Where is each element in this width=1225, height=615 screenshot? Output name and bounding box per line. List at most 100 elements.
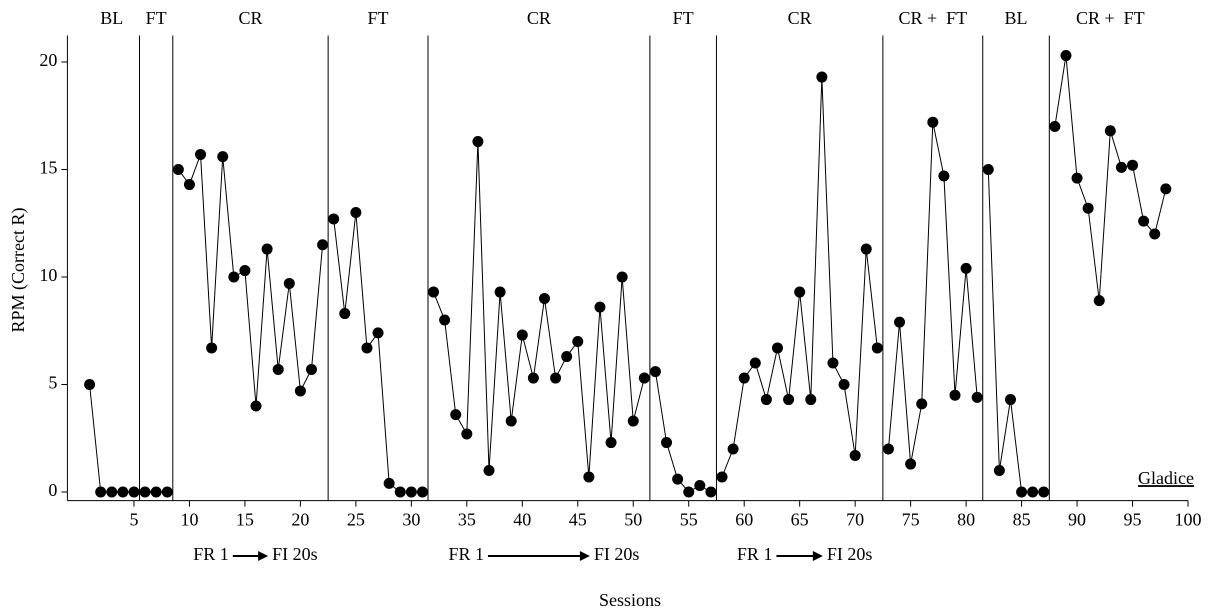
data-point [139, 486, 151, 498]
data-point [328, 213, 340, 225]
data-point [938, 170, 950, 182]
data-point [350, 207, 362, 218]
data-point [871, 342, 883, 354]
phase-note-arrowhead [812, 551, 823, 561]
data-point [982, 164, 994, 175]
data-point [1071, 172, 1083, 184]
x-tick-label: 85 [1013, 510, 1031, 530]
data-point [439, 314, 451, 326]
x-tick-label: 75 [902, 510, 920, 530]
data-point [672, 473, 684, 485]
data-point [428, 286, 440, 298]
data-point [949, 389, 961, 401]
x-tick-label: 20 [291, 510, 309, 530]
data-point [783, 394, 795, 406]
data-point [749, 357, 761, 369]
data-point [694, 480, 706, 492]
x-tick-label: 25 [347, 510, 365, 530]
x-tick-label: 60 [735, 510, 753, 530]
data-point [1016, 486, 1028, 498]
phase-label: CR [238, 8, 262, 28]
data-point [95, 486, 107, 498]
data-point [538, 293, 550, 304]
data-point [1049, 121, 1061, 132]
data-point [638, 372, 650, 384]
data-point [594, 301, 606, 313]
data-point [261, 243, 273, 255]
data-point [283, 277, 295, 289]
data-point [394, 486, 406, 498]
data-line [987, 169, 1044, 493]
y-tick-label: 20 [39, 50, 57, 70]
data-point [794, 286, 806, 298]
data-point [472, 136, 484, 148]
data-line [433, 141, 645, 477]
phase-label: CR + FT [898, 8, 967, 28]
phase-label: CR [527, 8, 551, 28]
phase-note-arrowhead [258, 551, 269, 561]
data-point [849, 449, 861, 461]
data-point [128, 486, 140, 498]
data-point [450, 409, 462, 421]
x-tick-label: 35 [458, 510, 476, 530]
data-point [1160, 183, 1172, 195]
x-tick-label: 70 [846, 510, 864, 530]
data-point [816, 71, 828, 83]
x-tick-label: 80 [957, 510, 975, 530]
data-point [527, 372, 539, 384]
data-point [206, 342, 218, 354]
x-tick-label: 10 [180, 510, 198, 530]
data-point [771, 342, 783, 354]
data-point [927, 116, 939, 128]
data-point [905, 458, 917, 470]
data-point [1104, 125, 1116, 137]
data-point [894, 316, 906, 328]
phase-label: CR + FT [1076, 8, 1145, 28]
data-line [333, 212, 423, 493]
x-tick-label: 45 [569, 510, 587, 530]
data-line [1054, 55, 1167, 301]
data-point [627, 415, 639, 427]
data-point [705, 486, 717, 498]
data-point [1027, 486, 1039, 498]
data-point [716, 471, 728, 483]
y-tick-label: 0 [48, 480, 57, 500]
data-line [721, 77, 878, 478]
data-point [572, 336, 584, 347]
data-point [483, 465, 495, 476]
data-point [416, 486, 428, 498]
x-tick-label: 5 [129, 510, 138, 530]
data-line [177, 154, 324, 407]
data-point [339, 308, 351, 320]
data-point [1004, 394, 1016, 406]
data-point [516, 329, 528, 341]
y-axis-label: RPM (Correct R) [8, 208, 29, 333]
x-tick-label: 100 [1175, 510, 1202, 530]
data-point [217, 151, 229, 163]
data-point [916, 398, 928, 410]
phase-note-from: FR 1 [737, 544, 773, 564]
data-point [1127, 159, 1139, 171]
data-point [960, 262, 972, 274]
phase-label: FT [368, 8, 389, 28]
participant-label: Gladice [1138, 468, 1194, 488]
data-point [505, 415, 517, 427]
data-line [89, 384, 134, 493]
data-point [405, 486, 417, 498]
phase-note-from: FR 1 [193, 544, 229, 564]
data-point [649, 366, 661, 378]
phase-note-to: FI 20s [272, 544, 318, 564]
data-point [183, 179, 195, 191]
data-point [383, 477, 395, 489]
data-point [805, 394, 817, 406]
data-point [661, 437, 673, 449]
data-point [84, 379, 96, 390]
data-point [361, 342, 373, 354]
data-point [1093, 295, 1105, 307]
x-tick-label: 90 [1068, 510, 1086, 530]
data-point [838, 379, 850, 390]
x-tick-label: 50 [624, 510, 642, 530]
data-point [228, 271, 240, 283]
data-point [150, 486, 162, 498]
